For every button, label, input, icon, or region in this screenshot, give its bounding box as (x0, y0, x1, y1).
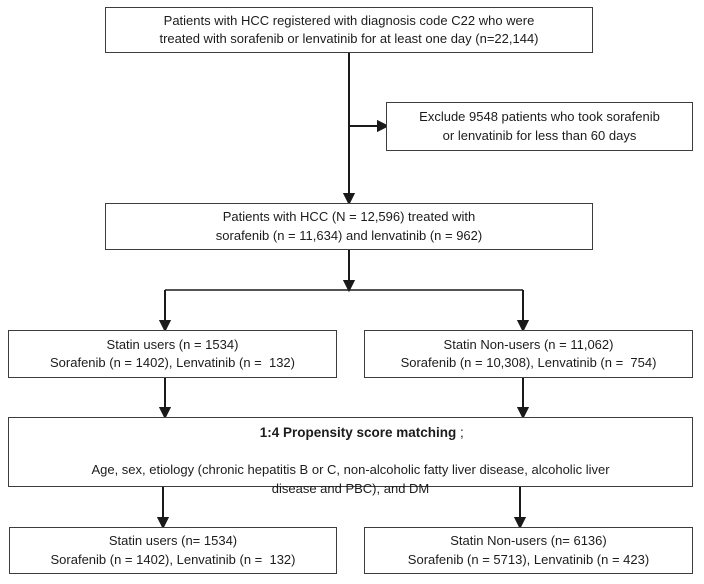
box-statin-nonusers-line1: Statin Non-users (n = 11,062) (443, 336, 614, 352)
box-matched-statin-nonusers: Statin Non-users (n= 6136) Sorafenib (n … (364, 527, 693, 574)
box-matched-statin-nonusers-line2: Sorafenib (n = 5713), Lenvatinib (n = 42… (407, 551, 650, 567)
box-treated-line2: sorafenib (n = 11,634) and lenvatinib (n… (215, 227, 483, 243)
box-enrollment: Patients with HCC registered with diagno… (105, 7, 593, 53)
box-propensity-matching: 1:4 Propensity score matching ; Age, sex… (8, 417, 693, 496)
box-exclusion-line2: or lenvatinib for less than 60 days (442, 127, 637, 143)
arrow-split-to-statin-nonusers-head (516, 320, 530, 333)
box-enrollment-line1: Patients with HCC registered with diagno… (163, 12, 535, 28)
box-statin-users-line1: Statin users (n = 1534) (106, 336, 239, 352)
box-propensity-matching-title-bold: 1:4 Propensity score matching (259, 425, 457, 441)
arrow-statin-nonusers-to-matching-head (516, 407, 530, 420)
box-statin-nonusers: Statin Non-users (n = 11,062) Sorafenib … (364, 330, 693, 378)
box-statin-users: Statin users (n = 1534) Sorafenib (n = 1… (8, 330, 337, 378)
arrow-treated-to-split-head (342, 280, 356, 293)
box-exclusion: Exclude 9548 patients who took sorafenib… (386, 102, 693, 151)
box-treated: Patients with HCC (N = 12,596) treated w… (105, 203, 593, 250)
arrow-matching-to-matched-nonusers-head (513, 517, 527, 530)
arrow-branch-to-exclusion-head (377, 119, 390, 133)
box-matched-statin-nonusers-line1: Statin Non-users (n= 6136) (450, 533, 607, 548)
box-exclusion-line1: Exclude 9548 patients who took sorafenib (419, 109, 660, 124)
arrow-split-to-statin-users-head (158, 320, 172, 333)
box-matched-statin-users-line1: Statin users (n= 1534) (108, 533, 238, 548)
box-enrollment-line2: treated with sorafenib or lenvatinib for… (159, 31, 539, 46)
box-matched-statin-users: Statin users (n= 1534) Sorafenib (n = 14… (9, 527, 337, 574)
box-propensity-matching-title: 1:4 Propensity score matching ; (9, 406, 692, 462)
box-treated-line1: Patients with HCC (N = 12,596) treated w… (222, 209, 476, 224)
box-statin-users-line2: Sorafenib (n = 1402), Lenvatinib (n = 13… (50, 355, 295, 370)
box-propensity-matching-title-suffix: ; (456, 425, 464, 441)
box-matched-statin-users-line2: Sorafenib (n = 1402), Lenvatinib (n = 13… (50, 551, 296, 567)
arrow-statin-users-to-matching-head (158, 407, 172, 420)
box-statin-nonusers-line2: Sorafenib (n = 10,308), Lenvatinib (n = … (400, 355, 657, 370)
box-propensity-matching-line1: Age, sex, etiology (chronic hepatitis B … (91, 462, 610, 478)
arrow-matching-to-matched-users-head (156, 517, 170, 530)
arrow-enrollment-to-treated-head (342, 193, 356, 206)
box-propensity-matching-line2: disease and PBC), and DM (271, 480, 430, 496)
